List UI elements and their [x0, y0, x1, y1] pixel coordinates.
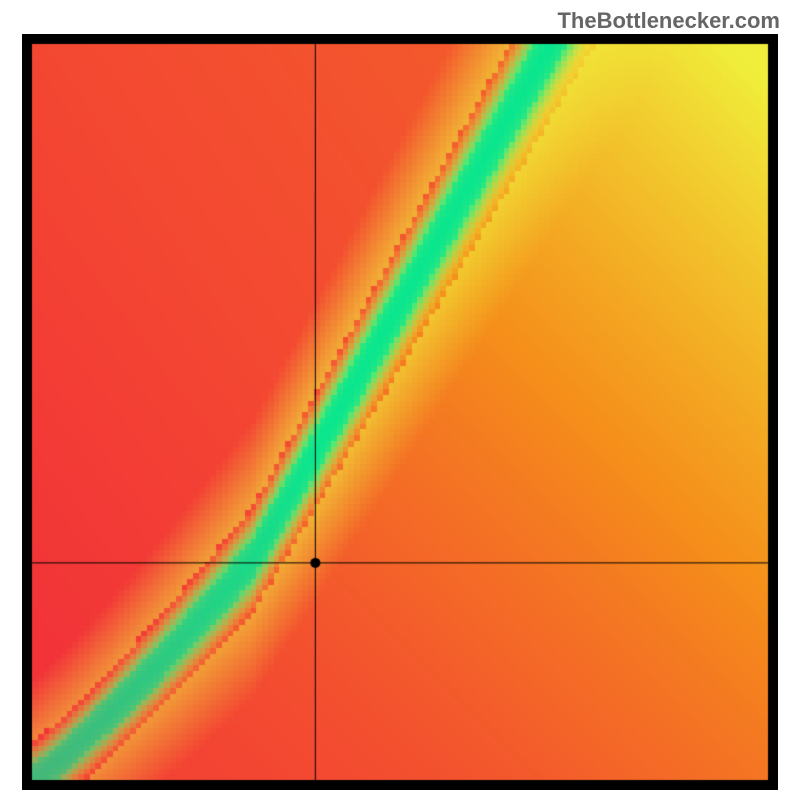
chart-container: TheBottlenecker.com [0, 0, 800, 800]
crosshair-overlay [22, 34, 778, 790]
watermark-text: TheBottlenecker.com [557, 8, 780, 34]
plot-area [22, 34, 778, 790]
